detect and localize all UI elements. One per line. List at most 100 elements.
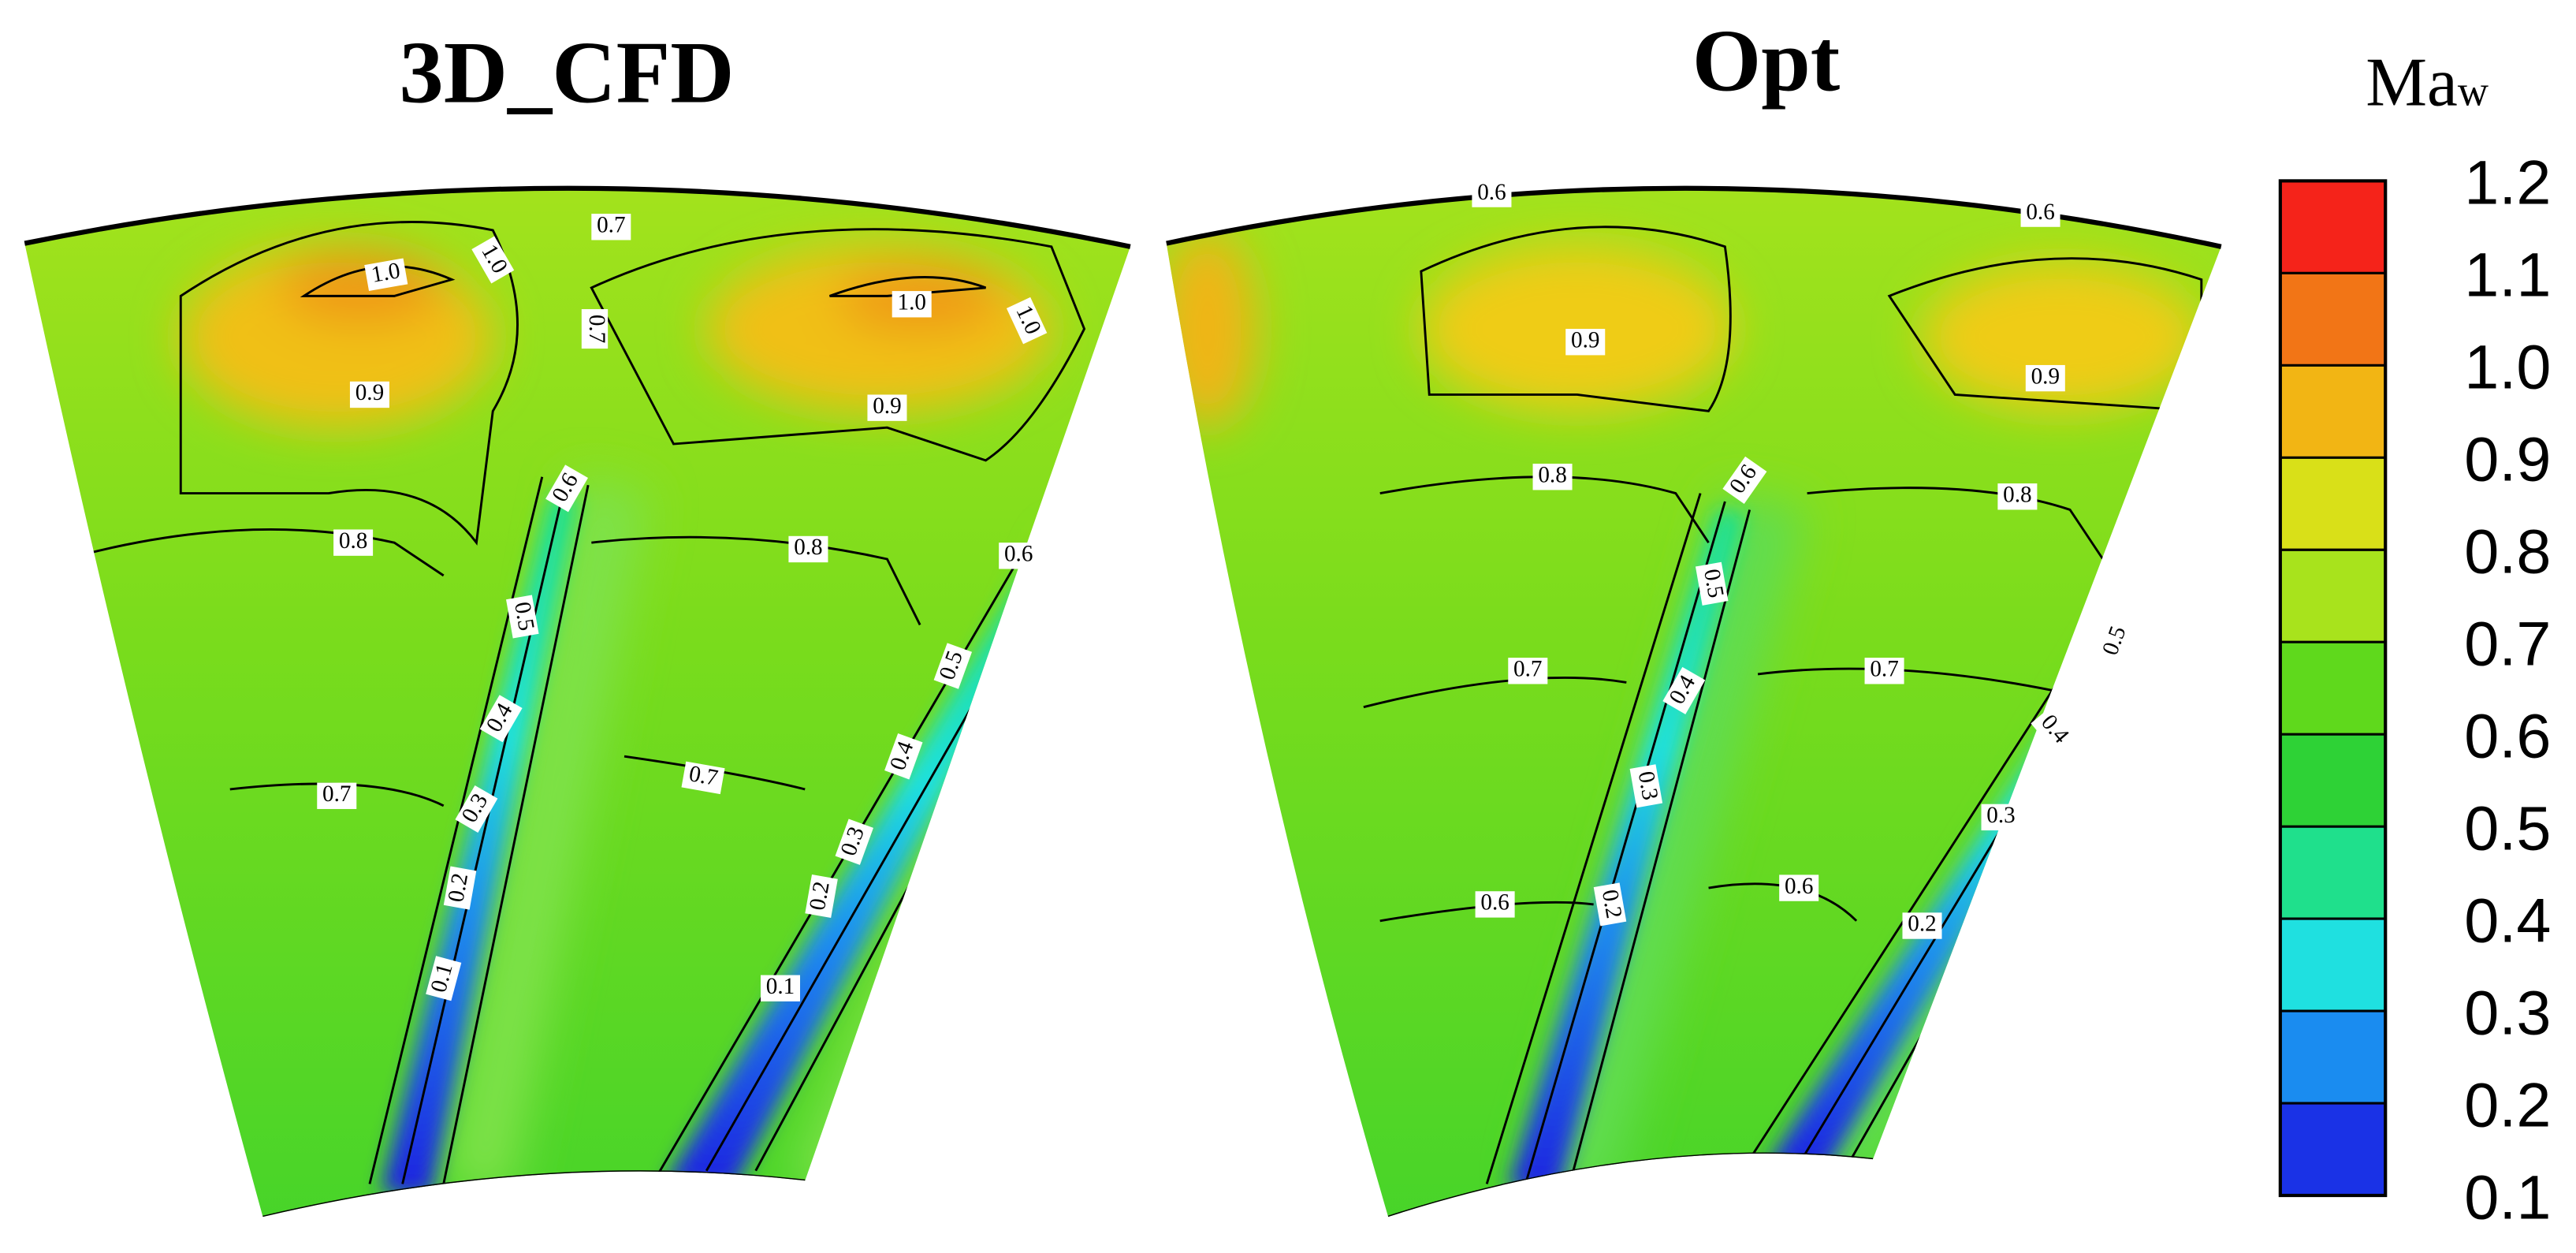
colorbar-frame [2278, 179, 2388, 1198]
contour-label-text: 1.0 [897, 289, 925, 315]
contour-label: 0.9 [867, 393, 907, 421]
label-bg [760, 975, 800, 1001]
contour-label: 0.8 [788, 535, 828, 563]
contour-label: 0.3 [1629, 764, 1663, 808]
contour-label-text: 0.8 [794, 535, 822, 560]
colorbar-label: 0.7 [2464, 608, 2551, 678]
contour-label: 0.3 [1981, 803, 2021, 831]
contour-label: 0.9 [2025, 364, 2065, 392]
contour-label-text: 0.7 [322, 781, 351, 807]
contour-label-text: 0.9 [873, 393, 901, 419]
contour-label-text: 0.1 [766, 974, 795, 999]
label-bg [835, 819, 873, 865]
colorbar-label: 1.0 [2464, 332, 2551, 402]
contour-label: 0.5 [2097, 618, 2135, 665]
contour-label: 0.7 [681, 761, 725, 795]
contour-label-text: 0.7 [597, 212, 625, 237]
contour-label: 0.8 [1997, 482, 2038, 510]
contour-label: 0.7 [1864, 657, 1904, 684]
colorbar-label: 1.1 [2464, 240, 2551, 310]
label-bg [1472, 181, 1512, 207]
label-bg [1695, 561, 1729, 606]
label-bg [681, 761, 725, 795]
label-bg [581, 309, 609, 349]
colorbar-band [2280, 457, 2386, 551]
label-bg [1006, 296, 1048, 345]
contour-label: 1.0 [364, 258, 408, 292]
label-bg [317, 782, 357, 809]
contour-label: 0.2 [1593, 882, 1627, 927]
contour-label-text: 0.3 [1633, 770, 1663, 802]
label-bg [506, 595, 539, 639]
contour-label: 0.2 [805, 874, 838, 919]
contour-label-text: 0.2 [443, 871, 473, 904]
label-bg [1475, 891, 1515, 918]
label-bg [1722, 456, 1767, 504]
contour-label: 0.3 [835, 819, 873, 865]
contour-label-text: 0.5 [1699, 567, 1729, 599]
label-bg [349, 381, 389, 408]
contour-label: 0.1 [760, 974, 800, 1001]
colorbar-title-main: Ma [2366, 43, 2458, 120]
contour-label: 0.7 [317, 781, 357, 809]
contour-label-text: 0.7 [1513, 657, 1542, 682]
contour-label-text: 0.2 [805, 879, 835, 912]
contour-label-text: 0.7 [584, 315, 609, 343]
contour-label-text: 0.3 [1986, 803, 2015, 828]
colorbar-band [2280, 826, 2386, 920]
contour-label-text: 0.7 [687, 761, 720, 791]
label-bg [471, 236, 515, 284]
label-bg [999, 543, 1039, 569]
contour-label: 0.7 [1508, 657, 1548, 684]
colorbar-label: 0.6 [2464, 700, 2551, 770]
colorbar-label: 0.3 [2464, 977, 2551, 1047]
colorbar-label: 0.8 [2464, 516, 2551, 586]
contour-label: 0.7 [591, 212, 631, 241]
contour-label: 0.6 [1475, 890, 1515, 918]
contour-label: 0.1 [426, 956, 462, 1001]
label-bg [545, 464, 588, 513]
label-bg [1662, 666, 1706, 714]
contour-label: 0.6 [999, 542, 1039, 569]
contour-label: 0.9 [349, 380, 389, 408]
label-bg [1981, 804, 2021, 831]
contour-label-text: 0.6 [1480, 890, 1509, 916]
colorbar-band [2280, 550, 2386, 643]
label-bg [2031, 706, 2077, 754]
contour-label-text: 0.9 [356, 380, 384, 405]
label-bg [805, 874, 838, 919]
label-bg [884, 733, 923, 780]
panel-title: 3D_CFD [400, 24, 735, 121]
label-bg [892, 291, 932, 318]
label-bg [443, 866, 477, 910]
colorbar-title: Maw [2366, 43, 2489, 120]
contour-label: 0.7 [581, 309, 609, 349]
label-bg [364, 258, 408, 292]
contour-label: 0.5 [1695, 561, 1729, 606]
contour-label-text: 1.0 [370, 258, 402, 288]
label-bg [1779, 874, 1819, 901]
contour-label-text: 0.2 [1908, 912, 1936, 937]
colorbar-band [2280, 181, 2386, 274]
label-bg [2020, 200, 2060, 227]
contour-label-text: 0.2 [1597, 888, 1627, 920]
label-bg [788, 535, 828, 563]
contour-field [24, 188, 1130, 1218]
contour-label-text: 0.9 [2031, 364, 2060, 389]
panel-title: Opt [1692, 13, 1841, 110]
label-bg [1532, 464, 1573, 490]
contour-label: 0.2 [443, 866, 477, 910]
contour-label-text: 0.6 [1785, 874, 1813, 899]
colorbar-band [2280, 734, 2386, 828]
label-bg [1997, 483, 2038, 510]
contour-label-text: 0.5 [509, 600, 539, 632]
contour-label-text: 0.8 [2003, 482, 2031, 507]
outline [24, 185, 1131, 249]
colorbar: 1.2 1.1 1.0 0.9 0.8 0.7 0.6 0.5 0.4 0.3 0.2 0.1 [2278, 147, 2551, 1232]
contour-label: 0.8 [333, 528, 374, 556]
contour-labels: 1.0 1.00.70.71.0 1.00.90.90.60.8 0.8 0.60.50… [317, 180, 2135, 1001]
colorbar-title-sub: w [2458, 67, 2489, 114]
label-bg [426, 956, 462, 1001]
contour-label: 0.9 [1565, 327, 1606, 356]
